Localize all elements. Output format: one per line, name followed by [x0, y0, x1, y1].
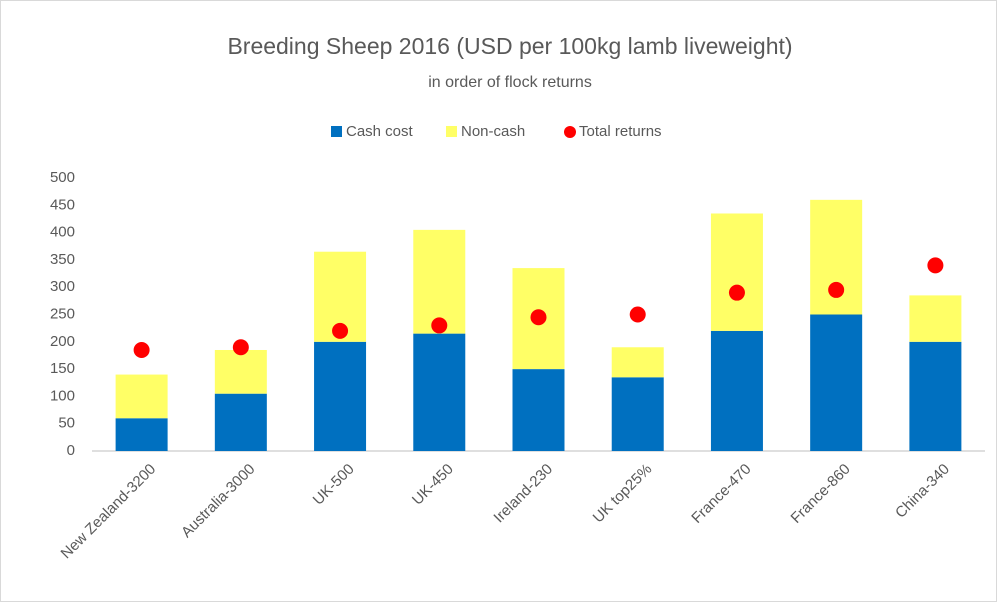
- legend-label: Cash cost: [346, 123, 414, 140]
- y-tick-label: 50: [58, 415, 75, 432]
- bar: [413, 229, 466, 334]
- point: [728, 284, 745, 301]
- point: [133, 341, 150, 358]
- point: [332, 322, 349, 339]
- point: [927, 257, 944, 274]
- bar: [512, 369, 565, 451]
- y-tick-label: 250: [50, 305, 75, 322]
- bar: [214, 349, 267, 394]
- point: [629, 306, 646, 323]
- y-tick-label: 350: [50, 251, 75, 268]
- y-tick-label: 0: [67, 442, 75, 459]
- y-tick-label: 500: [50, 169, 75, 186]
- bar: [611, 347, 664, 378]
- y-tick-label: 200: [50, 333, 75, 350]
- bar: [413, 333, 466, 451]
- bar: [314, 341, 367, 451]
- legend-label: Total returns: [579, 123, 662, 140]
- point: [431, 317, 448, 334]
- point: [530, 309, 547, 326]
- legend-marker: [446, 126, 457, 137]
- bar: [810, 314, 863, 451]
- point: [828, 281, 845, 298]
- legend-marker: [564, 126, 576, 138]
- legend-marker: [331, 126, 342, 137]
- bar: [214, 393, 267, 451]
- bar: [611, 377, 664, 451]
- y-tick-label: 450: [50, 196, 75, 213]
- y-tick-label: 400: [50, 224, 75, 241]
- bar: [909, 295, 962, 342]
- bar: [909, 341, 962, 451]
- bar: [115, 374, 168, 419]
- bar: [710, 213, 763, 331]
- bar: [710, 330, 763, 451]
- legend-label: Non-cash: [461, 123, 525, 140]
- y-tick-label: 100: [50, 387, 75, 404]
- chart-title: Breeding Sheep 2016 (USD per 100kg lamb …: [227, 33, 792, 59]
- y-tick-label: 150: [50, 360, 75, 377]
- y-tick-label: 300: [50, 278, 75, 295]
- point: [232, 339, 249, 356]
- bar: [115, 418, 168, 451]
- chart-subtitle: in order of flock returns: [428, 74, 592, 91]
